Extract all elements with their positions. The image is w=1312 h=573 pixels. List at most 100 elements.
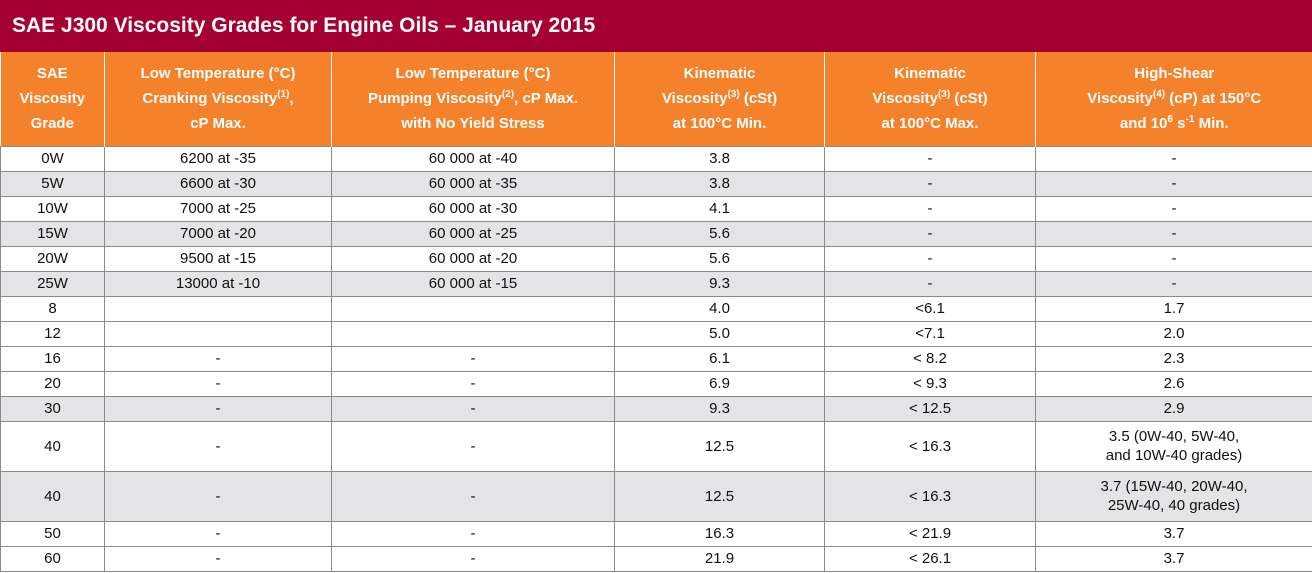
high-shear-line: 3.5 (0W-40, 5W-40, [1108, 428, 1240, 445]
table-row: 16- -6.1 < 8.2 2.3 [0, 345, 1312, 372]
high-shear-line: 25W-40, 40 grades) [1107, 497, 1241, 514]
cell-kinematic-min: 5.0 [614, 320, 825, 347]
cell-sae-grade: 20W [0, 245, 105, 272]
high-shear-line: 2.9 [1163, 400, 1185, 417]
cell-high-shear-viscosity: - [1035, 220, 1312, 247]
table-body: 0W 6200 at -35 60 000 at -40 3.8- -5W 6600 at… [0, 145, 1312, 572]
cell-kinematic-min: 3.8 [614, 170, 825, 197]
header-pumping-viscosity: Low Temperature (°C) Pumping Viscosity(2… [331, 52, 615, 146]
cell-kinematic-max: - [824, 145, 1036, 172]
high-shear-line: 3.7 [1163, 525, 1185, 542]
cell-kinematic-max: - [824, 270, 1036, 297]
page-title: SAE J300 Viscosity Grades for Engine Oil… [0, 0, 1312, 52]
cell-high-shear-viscosity: 3.7 [1035, 520, 1312, 547]
cell-kinematic-max: < 9.3 [824, 370, 1036, 397]
cell-kinematic-max: < 26.1 [824, 545, 1036, 572]
cell-pumping-viscosity: - [331, 345, 615, 372]
table-row: 10W 7000 at -25 60 000 at -30 4.1- - [0, 195, 1312, 222]
cell-pumping-viscosity: 60 000 at -15 [331, 270, 615, 297]
table-row: 20- -6.9 < 9.3 2.6 [0, 370, 1312, 397]
cell-kinematic-min: 5.6 [614, 220, 825, 247]
cell-kinematic-min: 6.1 [614, 345, 825, 372]
cell-high-shear-viscosity: 3.7 [1035, 545, 1312, 572]
cell-pumping-viscosity [331, 320, 615, 347]
cell-pumping-viscosity: 60 000 at -30 [331, 195, 615, 222]
high-shear-line: - [1171, 150, 1177, 167]
cell-kinematic-max: < 12.5 [824, 395, 1036, 422]
cell-pumping-viscosity: - [331, 370, 615, 397]
table-row: 12 5.0 <7.1 2.0 [0, 320, 1312, 347]
table-row: 40- -12.5 < 16.3 3.7 (15W-40, 20W-40, 25W-40… [0, 470, 1312, 522]
cell-high-shear-viscosity: - [1035, 270, 1312, 297]
cell-cranking-viscosity: 13000 at -10 [104, 270, 332, 297]
header-kinematic-min: Kinematic Viscosity(3) (cSt) at 100°C Mi… [614, 52, 825, 146]
cell-kinematic-min: 6.9 [614, 370, 825, 397]
cell-sae-grade: 10W [0, 195, 105, 222]
cell-sae-grade: 25W [0, 270, 105, 297]
cell-cranking-viscosity [104, 320, 332, 347]
cell-pumping-viscosity: - [331, 545, 615, 572]
table-row: 20W 9500 at -15 60 000 at -20 5.6- - [0, 245, 1312, 272]
cell-kinematic-min: 3.8 [614, 145, 825, 172]
cell-kinematic-max: < 16.3 [824, 420, 1036, 472]
cell-sae-grade: 0W [0, 145, 105, 172]
header-cranking-viscosity: Low Temperature (°C) Cranking Viscosity(… [104, 52, 332, 146]
cell-pumping-viscosity: 60 000 at -35 [331, 170, 615, 197]
cell-high-shear-viscosity: 3.5 (0W-40, 5W-40, and 10W-40 grades) [1035, 420, 1312, 472]
cell-kinematic-max: < 21.9 [824, 520, 1036, 547]
cell-pumping-viscosity: 60 000 at -40 [331, 145, 615, 172]
cell-kinematic-max: <7.1 [824, 320, 1036, 347]
table-row: 0W 6200 at -35 60 000 at -40 3.8- - [0, 145, 1312, 172]
cell-kinematic-max: - [824, 170, 1036, 197]
cell-cranking-viscosity: - [104, 470, 332, 522]
cell-sae-grade: 8 [0, 295, 105, 322]
high-shear-line: - [1171, 200, 1177, 217]
high-shear-line: - [1171, 275, 1177, 292]
cell-sae-grade: 15W [0, 220, 105, 247]
cell-cranking-viscosity: 6600 at -30 [104, 170, 332, 197]
cell-high-shear-viscosity: 2.9 [1035, 395, 1312, 422]
high-shear-line: 2.3 [1163, 350, 1185, 367]
cell-kinematic-min: 4.0 [614, 295, 825, 322]
cell-cranking-viscosity: 7000 at -25 [104, 195, 332, 222]
cell-pumping-viscosity [331, 295, 615, 322]
viscosity-grades-table: SAE Viscosity Grade Low Temperature (°C)… [0, 52, 1312, 572]
high-shear-line: 2.6 [1163, 375, 1185, 392]
cell-pumping-viscosity: - [331, 470, 615, 522]
high-shear-line: 2.0 [1163, 325, 1185, 342]
table-row: 50- -16.3 < 21.9 3.7 [0, 520, 1312, 547]
cell-sae-grade: 40 [0, 470, 105, 522]
table-row: 60- -21.9 < 26.1 3.7 [0, 545, 1312, 572]
high-shear-line: - [1171, 250, 1177, 267]
high-shear-line: - [1171, 225, 1177, 242]
cell-kinematic-min: 5.6 [614, 245, 825, 272]
cell-cranking-viscosity: 6200 at -35 [104, 145, 332, 172]
cell-cranking-viscosity: - [104, 420, 332, 472]
cell-high-shear-viscosity: - [1035, 245, 1312, 272]
cell-pumping-viscosity: - [331, 420, 615, 472]
header-row: SAE Viscosity Grade Low Temperature (°C)… [0, 52, 1312, 146]
cell-sae-grade: 16 [0, 345, 105, 372]
cell-sae-grade: 60 [0, 545, 105, 572]
cell-high-shear-viscosity: - [1035, 195, 1312, 222]
table-row: 30- -9.3 < 12.5 2.9 [0, 395, 1312, 422]
cell-sae-grade: 30 [0, 395, 105, 422]
high-shear-line: 1.7 [1163, 300, 1185, 317]
cell-high-shear-viscosity: 1.7 [1035, 295, 1312, 322]
cell-cranking-viscosity: 7000 at -20 [104, 220, 332, 247]
cell-high-shear-viscosity: 3.7 (15W-40, 20W-40, 25W-40, 40 grades) [1035, 470, 1312, 522]
cell-kinematic-min: 16.3 [614, 520, 825, 547]
table-row: 25W 13000 at -10 60 000 at -15 9.3- - [0, 270, 1312, 297]
cell-kinematic-max: <6.1 [824, 295, 1036, 322]
high-shear-line: 3.7 (15W-40, 20W-40, [1100, 478, 1248, 495]
high-shear-line: - [1171, 175, 1177, 192]
cell-cranking-viscosity: - [104, 395, 332, 422]
cell-cranking-viscosity [104, 295, 332, 322]
header-high-shear-viscosity: High-Shear Viscosity(4) (cP) at 150°C an… [1035, 52, 1312, 146]
cell-kinematic-min: 12.5 [614, 420, 825, 472]
cell-cranking-viscosity: - [104, 345, 332, 372]
cell-high-shear-viscosity: 2.6 [1035, 370, 1312, 397]
cell-high-shear-viscosity: - [1035, 170, 1312, 197]
cell-kinematic-min: 21.9 [614, 545, 825, 572]
cell-kinematic-max: < 16.3 [824, 470, 1036, 522]
